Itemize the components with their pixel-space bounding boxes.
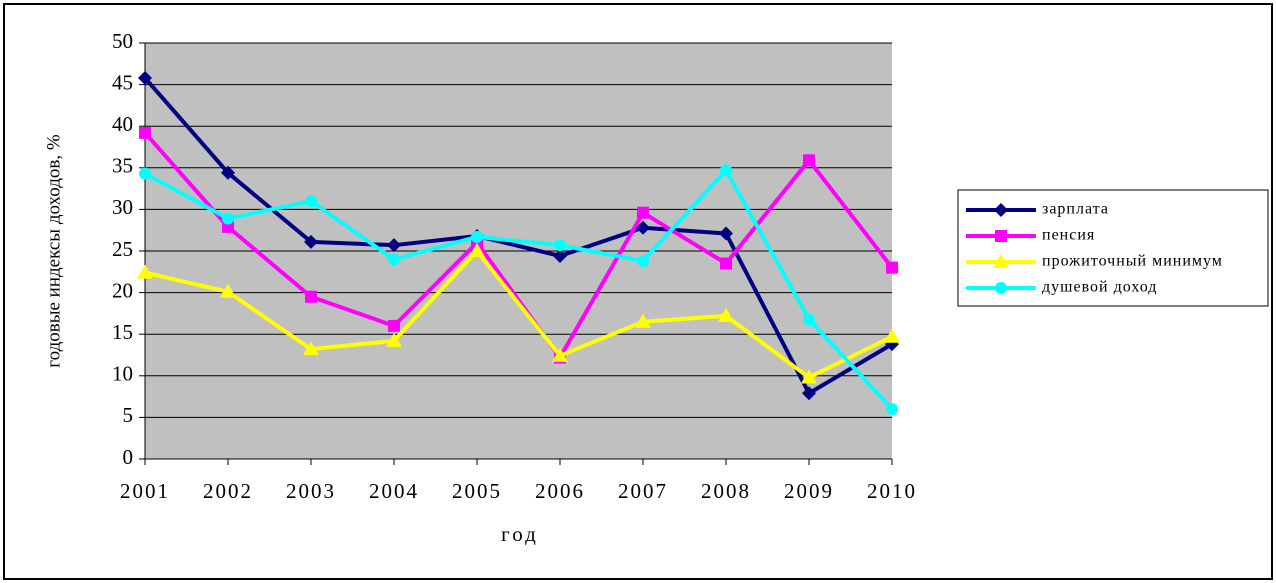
x-tick-label: 2002	[203, 479, 253, 503]
legend-label: душевой доход	[1042, 279, 1157, 296]
data-point	[636, 220, 650, 235]
x-axis-label: год	[501, 522, 539, 546]
series-line	[143, 76, 894, 396]
data-point	[387, 238, 401, 253]
y-axis-label: годовые индексы доходов, %	[43, 134, 64, 368]
x-tick-label: 2007	[618, 479, 668, 503]
data-point	[637, 206, 649, 219]
data-point	[305, 195, 317, 208]
data-point	[304, 234, 318, 249]
y-tick-label: 35	[112, 154, 133, 178]
x-tick-label: 2001	[120, 479, 170, 503]
legend-label: прожиточный минимум	[1042, 253, 1223, 270]
data-point	[635, 313, 651, 328]
data-point	[221, 165, 235, 180]
data-point	[719, 226, 733, 241]
y-tick-label: 50	[112, 29, 133, 53]
data-point	[720, 164, 732, 177]
data-point	[884, 328, 900, 343]
x-tick-label: 2005	[452, 479, 502, 503]
x-tick-label: 2009	[784, 479, 834, 503]
data-point	[138, 70, 152, 85]
legend-label: пенсия	[1042, 227, 1095, 244]
y-tick-label: 45	[112, 70, 133, 94]
y-tick-label: 30	[112, 195, 133, 219]
data-point	[137, 264, 153, 279]
data-point	[802, 386, 816, 401]
y-tick-label: 25	[112, 237, 133, 261]
y-tick-label: 10	[112, 362, 133, 386]
data-point	[388, 253, 400, 266]
data-point	[720, 257, 732, 270]
data-point	[718, 307, 734, 322]
y-tick-label: 20	[112, 278, 133, 302]
data-point	[303, 341, 319, 356]
data-point	[803, 313, 815, 326]
data-point	[220, 283, 236, 298]
data-point	[552, 347, 568, 362]
y-tick-label: 0	[123, 445, 134, 469]
series-line	[144, 249, 893, 380]
legend-marker	[995, 230, 1007, 242]
y-tick-label: 15	[112, 320, 133, 344]
data-point	[222, 212, 234, 225]
data-point	[801, 369, 817, 384]
x-tick-label: 2003	[286, 479, 336, 503]
data-point	[139, 167, 151, 180]
data-point	[803, 154, 815, 167]
data-point	[305, 290, 317, 303]
data-point	[637, 254, 649, 267]
x-tick-label: 2008	[701, 479, 751, 503]
x-tick-label: 2004	[369, 479, 419, 503]
legend-marker	[995, 282, 1007, 294]
y-tick-label: 40	[112, 112, 133, 136]
x-tick-label: 2010	[867, 479, 917, 503]
data-point	[139, 126, 151, 139]
legend-marker	[994, 203, 1008, 217]
data-point	[553, 248, 567, 263]
data-point	[554, 239, 566, 252]
x-tick-label: 2006	[535, 479, 585, 503]
legend-label: зарплата	[1042, 201, 1109, 218]
data-point	[222, 220, 234, 233]
series-line	[143, 131, 894, 360]
data-point	[388, 319, 400, 332]
y-tick-label: 5	[123, 403, 134, 427]
data-point	[386, 332, 402, 347]
legend-marker	[993, 254, 1009, 268]
data-point	[886, 403, 898, 416]
series-line	[144, 168, 894, 411]
data-point	[886, 261, 898, 274]
data-point	[471, 230, 483, 243]
data-point	[469, 243, 485, 257]
